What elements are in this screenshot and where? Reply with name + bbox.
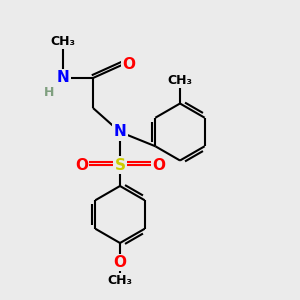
Text: H: H xyxy=(44,86,55,100)
Text: CH₃: CH₃ xyxy=(107,274,133,287)
Text: O: O xyxy=(152,158,165,172)
Text: CH₃: CH₃ xyxy=(167,74,193,87)
Text: CH₃: CH₃ xyxy=(50,35,76,48)
Text: O: O xyxy=(122,57,135,72)
Text: N: N xyxy=(114,124,126,140)
Text: N: N xyxy=(57,70,69,86)
Text: O: O xyxy=(75,158,88,172)
Text: O: O xyxy=(113,255,127,270)
Text: S: S xyxy=(115,158,125,172)
